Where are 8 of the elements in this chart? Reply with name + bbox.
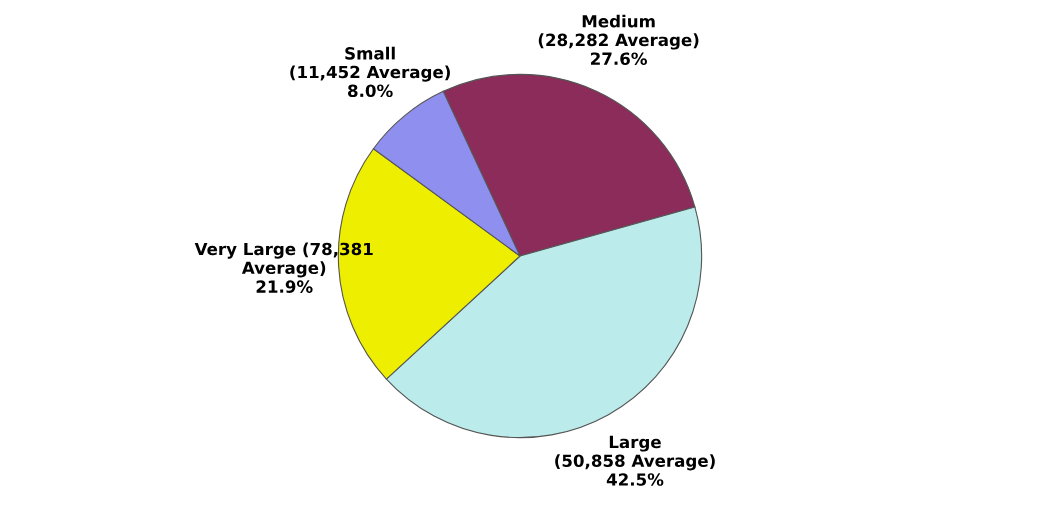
data-label: 8.0% (348, 84, 393, 98)
slice-label: Medium (28,282 Average) (538, 14, 699, 50)
slice-label: Large (50,858 Average) (555, 435, 715, 471)
slice-label: Small (11,452 Average) (290, 46, 450, 82)
data-label: 27.6% (591, 52, 647, 65)
data-label: 21.9% (256, 280, 313, 293)
slice-label: Very Large (78,381 Average) (194, 242, 373, 278)
data-label: 42.5% (606, 473, 664, 486)
